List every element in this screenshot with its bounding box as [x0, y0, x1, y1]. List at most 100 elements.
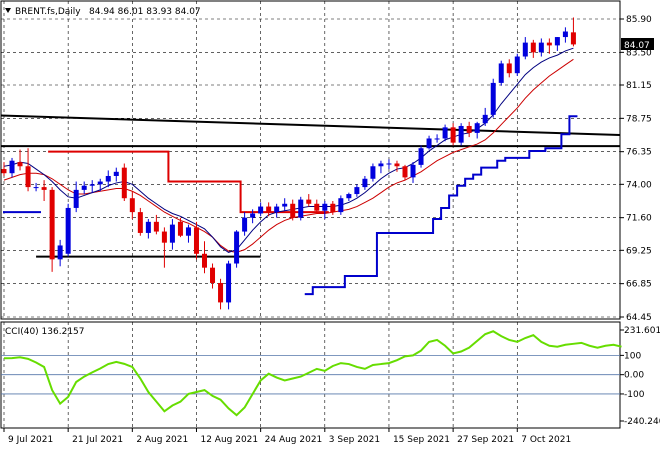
candle-body — [274, 206, 280, 213]
date-tick-label: 27 Sep 2021 — [457, 435, 514, 445]
candle-body — [314, 203, 320, 211]
candle-body — [394, 163, 400, 167]
trend-stop-blue — [3, 115, 578, 296]
price-tick-label: 78.75 — [626, 114, 652, 124]
price-tag-label: 84.07 — [624, 41, 650, 51]
candle — [394, 160, 400, 172]
candle — [354, 184, 360, 197]
candle — [466, 121, 472, 138]
candle-body — [17, 162, 23, 167]
candle — [330, 200, 336, 215]
candle-body — [137, 212, 143, 233]
candle-body — [65, 207, 71, 254]
price-tick-label: 76.35 — [626, 148, 652, 158]
cci-label: CCI(40) 136.2157 — [5, 327, 85, 337]
candle — [97, 178, 103, 192]
candle-body — [538, 42, 544, 53]
candle-body — [410, 164, 416, 178]
candle — [161, 227, 167, 268]
candle-body — [226, 263, 232, 303]
candle — [113, 167, 119, 182]
candle — [121, 163, 127, 201]
candle — [570, 17, 576, 47]
candle — [218, 278, 224, 310]
candle — [546, 38, 552, 54]
candle-body — [570, 32, 576, 45]
candle-body — [202, 253, 207, 268]
candle-body — [210, 267, 216, 283]
candle — [306, 194, 312, 207]
date-tick-label: 2 Aug 2021 — [136, 435, 188, 445]
candle — [193, 221, 199, 260]
price-panel-frame — [0, 0, 621, 320]
candle-body — [386, 163, 392, 165]
candle-body — [506, 63, 512, 74]
candle — [17, 149, 23, 171]
candlesticks — [1, 17, 576, 310]
date-tick-label: 21 Jul 2021 — [72, 435, 123, 445]
candle — [474, 121, 480, 139]
candle — [386, 159, 392, 170]
cci-panel: 231.601 100 0.00 -100 -240.240 CCI(40) 136.2… — [0, 321, 660, 429]
symbol-label: BRENT.fs,Daily — [15, 7, 81, 17]
candle — [522, 37, 528, 60]
support-resistance-lines — [0, 114, 621, 258]
cci-polyline — [3, 330, 622, 417]
candle — [234, 230, 240, 268]
trend-stop-blue-path — [304, 115, 578, 296]
candle-body — [169, 224, 175, 243]
triangle-down-icon[interactable] — [5, 8, 11, 13]
candle — [65, 203, 71, 257]
candle — [370, 163, 376, 182]
candle-body — [113, 171, 119, 176]
candle-body — [378, 163, 384, 167]
candle — [442, 124, 448, 142]
cci-tick-label: 231.601 — [624, 326, 660, 336]
x-grid — [3, 1, 518, 319]
candle-body — [482, 114, 488, 124]
price-tag-box — [621, 38, 654, 50]
candle-body — [466, 125, 472, 133]
candle-body — [354, 187, 360, 195]
candle — [482, 107, 488, 126]
descending-resistance-line — [0, 114, 621, 137]
candle — [322, 200, 328, 220]
price-panel: 85.90 83.50 81.15 78.75 76.35 74.00 71.60 69.25… — [0, 0, 654, 323]
date-tick-label: 3 Sep 2021 — [329, 435, 380, 445]
candle-body — [322, 203, 328, 211]
candle-body — [306, 199, 312, 204]
candle — [9, 157, 15, 178]
candle — [514, 53, 520, 76]
candle — [554, 37, 560, 51]
candle — [129, 191, 135, 220]
candle — [57, 239, 63, 267]
candle-body — [442, 127, 448, 139]
date-tick-label: 7 Oct 2021 — [521, 435, 571, 445]
candle — [314, 199, 320, 214]
candle-body — [434, 138, 440, 140]
price-tick-label: 85.90 — [626, 15, 652, 25]
candle — [338, 195, 344, 215]
date-tick-label: 24 Aug 2021 — [265, 435, 323, 445]
candle-body — [242, 217, 248, 232]
candle — [49, 187, 55, 272]
date-tick-label: 12 Aug 2021 — [200, 435, 258, 445]
candle-body — [250, 213, 256, 218]
candle-body — [105, 175, 111, 182]
candle-body — [530, 42, 536, 53]
candle-body — [89, 184, 95, 186]
price-tick-label: 69.25 — [626, 246, 652, 256]
candle-body — [402, 166, 408, 178]
candle-body — [121, 167, 127, 199]
price-tick-label: 66.85 — [626, 280, 652, 290]
candle — [242, 212, 248, 236]
cci-line — [3, 330, 622, 417]
candle-body — [81, 185, 87, 190]
candle — [402, 164, 408, 181]
candle — [145, 219, 151, 239]
price-tick-label: 64.45 — [626, 313, 652, 323]
date-tick-label: 15 Sep 2021 — [393, 435, 450, 445]
candle — [298, 196, 304, 221]
candle — [362, 175, 368, 190]
